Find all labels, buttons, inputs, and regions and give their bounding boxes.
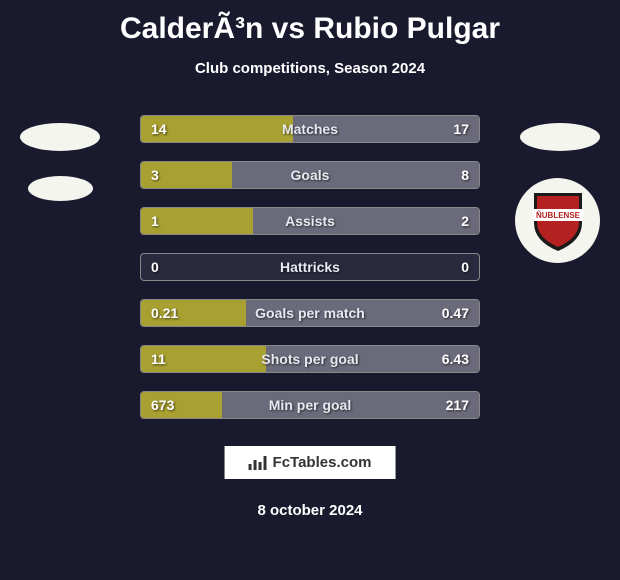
- stat-value-right: 0: [461, 259, 469, 275]
- stat-row: 673 217 Min per goal: [140, 391, 480, 419]
- stat-value-right: 8: [461, 167, 469, 183]
- stat-label: Matches: [282, 121, 338, 137]
- stat-value-right: 17: [453, 121, 469, 137]
- stats-container: 14 17 Matches 3 8 Goals 1 2 Assists 0 0 Hattricks 0.…: [0, 115, 620, 419]
- stat-value-left: 14: [151, 121, 167, 137]
- stat-value-right: 217: [446, 397, 469, 413]
- subtitle: Club competitions, Season 2024: [0, 60, 620, 77]
- svg-text:ÑUBLENSE: ÑUBLENSE: [535, 211, 580, 220]
- stat-value-left: 0: [151, 259, 159, 275]
- stat-label: Shots per goal: [261, 351, 358, 367]
- date-label: 8 october 2024: [257, 502, 362, 519]
- stat-row: 11 6.43 Shots per goal: [140, 345, 480, 373]
- stat-row: 1 2 Assists: [140, 207, 480, 235]
- stat-value-left: 673: [151, 397, 174, 413]
- stat-row: 14 17 Matches: [140, 115, 480, 143]
- stat-row: 3 8 Goals: [140, 161, 480, 189]
- shield-icon: ÑUBLENSE: [530, 189, 586, 253]
- stat-label: Assists: [285, 213, 335, 229]
- stat-value-right: 0.47: [442, 305, 469, 321]
- stat-value-left: 1: [151, 213, 159, 229]
- stat-value-left: 3: [151, 167, 159, 183]
- fctables-text: FcTables.com: [273, 454, 372, 471]
- stat-bar-right: [232, 162, 479, 188]
- stat-value-left: 0.21: [151, 305, 178, 321]
- player-right-club-badge: ÑUBLENSE: [515, 178, 600, 263]
- stat-row: 0.21 0.47 Goals per match: [140, 299, 480, 327]
- stat-value-right: 6.43: [442, 351, 469, 367]
- chart-icon: [249, 456, 267, 470]
- player-left-badge-1: [20, 123, 100, 151]
- player-right-badge-1: [520, 123, 600, 151]
- player-left-badge-2: [28, 176, 93, 201]
- stat-label: Min per goal: [269, 397, 351, 413]
- fctables-logo: FcTables.com: [225, 446, 396, 479]
- stat-label: Hattricks: [280, 259, 340, 275]
- stat-label: Goals: [291, 167, 330, 183]
- stat-value-right: 2: [461, 213, 469, 229]
- stat-row: 0 0 Hattricks: [140, 253, 480, 281]
- page-title: CalderÃ³n vs Rubio Pulgar: [0, 0, 620, 46]
- stat-value-left: 11: [151, 351, 166, 367]
- stat-label: Goals per match: [255, 305, 365, 321]
